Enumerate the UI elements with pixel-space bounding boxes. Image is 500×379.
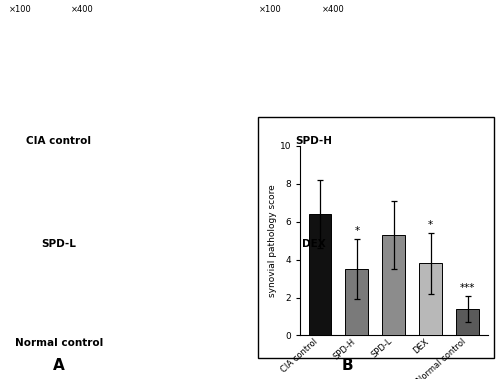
Text: ×400: ×400: [71, 5, 94, 14]
Bar: [382, 235, 405, 335]
Text: B: B: [342, 357, 353, 373]
Text: Normal control: Normal control: [15, 338, 103, 348]
Text: *: *: [428, 220, 433, 230]
Text: ×100: ×100: [259, 5, 282, 14]
Text: SPD-L: SPD-L: [42, 239, 76, 249]
Text: SPD-H: SPD-H: [296, 136, 333, 146]
Y-axis label: synovial pathology score: synovial pathology score: [268, 184, 276, 297]
Bar: [346, 269, 368, 335]
Text: ***: ***: [460, 283, 475, 293]
Text: DEX: DEX: [302, 239, 326, 249]
Text: ×100: ×100: [9, 5, 32, 14]
Bar: [456, 309, 479, 335]
Bar: [419, 263, 442, 335]
Bar: [308, 214, 332, 335]
Text: *: *: [354, 226, 360, 236]
Text: ×400: ×400: [322, 5, 344, 14]
Text: A: A: [53, 357, 65, 373]
Text: CIA control: CIA control: [26, 136, 92, 146]
